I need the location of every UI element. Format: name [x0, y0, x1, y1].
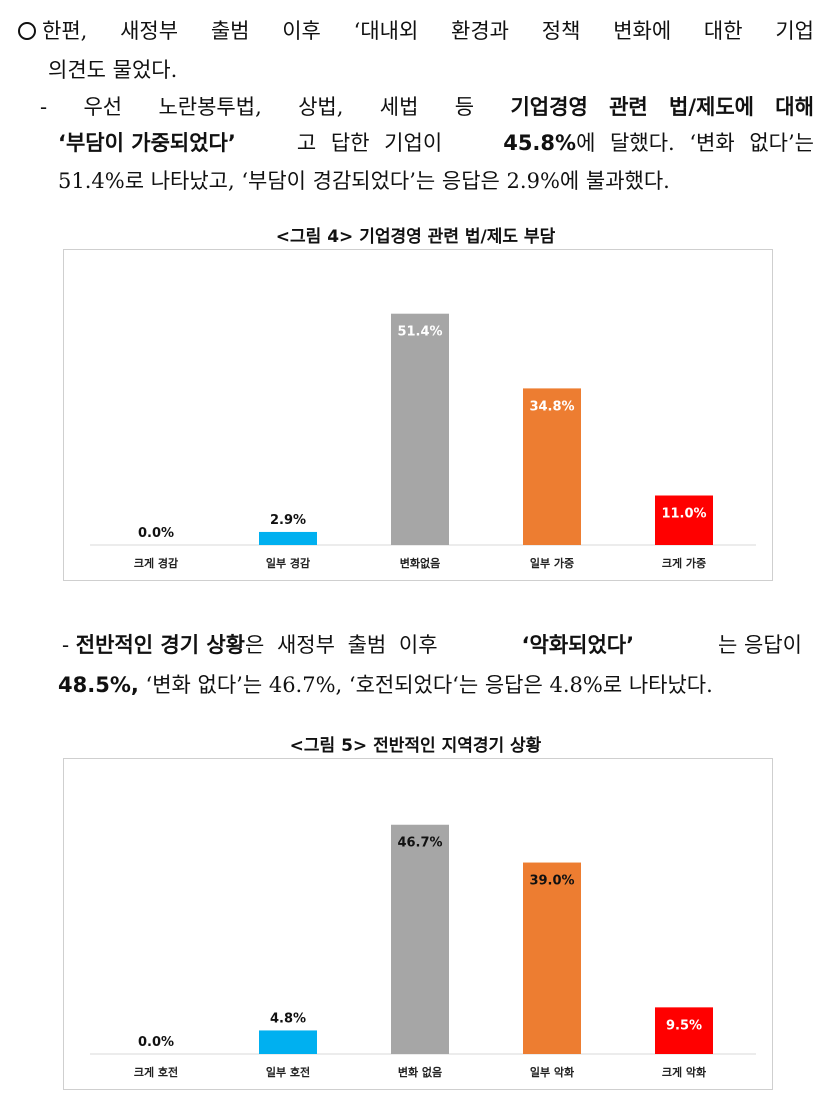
data-label-3: 39.0% — [529, 874, 574, 889]
data-label-2: 46.7% — [397, 836, 442, 851]
category-label-1: 일부 호전 — [266, 1065, 310, 1079]
category-label-2: 변화없음 — [400, 556, 440, 570]
text-word: 노란봉투법, — [158, 95, 262, 119]
data-label-1: 4.8% — [270, 1011, 306, 1026]
number-phrase: 45.8%에 달했다. ‘변화 없다’는 — [503, 128, 814, 158]
text-word: 환경과 — [451, 19, 510, 43]
text-word: 기업 — [775, 19, 814, 43]
highlight-number: 45.8% — [503, 131, 577, 155]
data-label-0: 0.0% — [138, 526, 174, 541]
figure-5-chart: 0.0% 크게 호전 4.8% 일부 호전 46.7% 변화 없음 39.0% 일부 악화 9.… — [63, 758, 773, 1090]
bar-2 — [391, 824, 449, 1054]
text-phrase: 고 답한 기업이 — [296, 131, 443, 155]
category-label-4: 크게 악화 — [662, 1065, 706, 1079]
text-word: 출범 — [210, 19, 250, 43]
dash-line-2: ‘부담이 가중되었다’ 고 답한 기업이 45.8%에 달했다. ‘변화 없다’… — [58, 128, 814, 158]
dash: - — [62, 633, 70, 657]
figure-5-svg: 0.0% 크게 호전 4.8% 일부 호전 46.7% 변화 없음 39.0% 일부 악화 9.… — [90, 824, 756, 1079]
text-phrase: ‘변화 없다’는 46.7%, ‘호전되었다‘는 응답은 4.8%로 나타났다. — [145, 673, 713, 697]
category-label-2: 변화 없음 — [398, 1065, 442, 1079]
text-phrase: 은 새정부 출범 이후 — [244, 633, 438, 657]
bold-phrase: 기업경영 관련 법/제도에 대해 — [510, 95, 814, 119]
bar-1 — [259, 531, 317, 545]
bold-phrase: ‘악화되었다’ — [521, 633, 635, 657]
bullet-circle-icon: 한편, — [18, 16, 87, 46]
data-label-0: 0.0% — [138, 1035, 174, 1050]
category-label-4: 크게 가중 — [662, 556, 706, 570]
figure-4-title: <그림 4> 기업경영 관련 법/제도 부담 — [275, 227, 556, 247]
bar-4 — [655, 1007, 713, 1054]
text-phrase: 에 달했다. ‘변화 없다’는 — [576, 131, 814, 155]
figure-4-chart: 0.0% 크게 경감 2.9% 일부 경감 51.4% 변화없음 34.8% 일부 가중 11.… — [63, 249, 773, 581]
data-label-2: 51.4% — [397, 325, 442, 340]
bullet-line-1: 한편, 새정부 출범 이후 ‘대내외 환경과 정책 변화에 대한 기업 — [18, 16, 814, 46]
bar-3 — [523, 388, 581, 545]
figure-5-title: <그림 5> 전반적인 지역경기 상황 — [289, 736, 542, 756]
category-label-1: 일부 경감 — [266, 556, 310, 570]
bold-phrase: ‘부담이 가중되었다’ — [58, 131, 236, 155]
text-word: 변화에 — [613, 19, 672, 43]
text-word: 세법 — [379, 95, 419, 119]
dash-line-4: - 전반적인 경기 상황은 새정부 출범 이후 ‘악화되었다’ 는 응답이 — [62, 630, 802, 660]
figure-4-svg: 0.0% 크게 경감 2.9% 일부 경감 51.4% 변화없음 34.8% 일부 가중 11.… — [90, 313, 756, 570]
category-label-0: 크게 호전 — [134, 1065, 178, 1079]
text-phrase: - 전반적인 경기 상황은 새정부 출범 이후 — [62, 630, 438, 660]
bar-1 — [259, 1030, 317, 1054]
text-word: 등 — [454, 95, 475, 119]
data-label-1: 2.9% — [270, 513, 306, 528]
bar-2 — [391, 313, 449, 545]
category-label-0: 크게 경감 — [134, 556, 178, 570]
category-label-3: 일부 악화 — [530, 1065, 574, 1079]
text-word: ‘대내외 — [353, 19, 419, 43]
data-label-4: 9.5% — [666, 1018, 702, 1033]
bullet-line-2: 의견도 물었다. — [48, 58, 178, 82]
text-word: 상법, — [298, 95, 344, 119]
text-word: 이후 — [282, 19, 321, 43]
dash-line-3: 51.4%로 나타났고, ‘부담이 경감되었다’는 응답은 2.9%에 불과했다… — [58, 169, 670, 193]
text-word: 새정부 — [120, 19, 179, 43]
highlight-number: 48.5%, — [58, 673, 139, 697]
dash: - — [40, 95, 48, 119]
text-phrase: 는 응답이 — [718, 633, 802, 657]
data-label-4: 11.0% — [661, 507, 706, 522]
category-label-3: 일부 가중 — [530, 556, 574, 570]
data-label-3: 34.8% — [529, 399, 574, 414]
bold-phrase: 전반적인 경기 상황 — [75, 633, 245, 657]
bar-4 — [655, 495, 713, 545]
dash-line-5: 48.5%, ‘변화 없다’는 46.7%, ‘호전되었다‘는 응답은 4.8%… — [58, 670, 713, 700]
dash-line-1: - 우선 노란봉투법, 상법, 세법 등 기업경영 관련 법/제도에 대해 — [40, 92, 814, 122]
text-word: 정책 — [541, 19, 581, 43]
text-word: 우선 — [83, 95, 123, 119]
text-word: 대한 — [703, 19, 743, 43]
bar-3 — [523, 862, 581, 1054]
